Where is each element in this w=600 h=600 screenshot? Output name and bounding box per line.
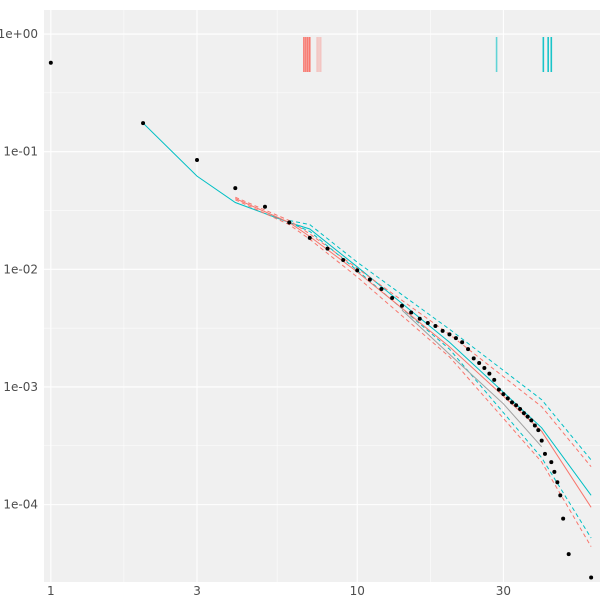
data-point [195,157,200,162]
x-tick-label: 1 [47,584,55,598]
x-tick-label: 3 [193,584,201,598]
y-axis-ticks: 1e+00 1e-01 1e-02 1e-03 1e-04 [0,27,38,512]
data-point [341,258,346,263]
data-point [409,310,414,315]
data-point [390,296,395,301]
data-point [521,411,526,416]
plot-panel [44,10,600,582]
data-point [555,480,560,485]
major-gridlines [44,10,600,582]
fit-line [235,196,592,468]
y-tick-label: 1e-02 [3,262,38,276]
data-point [141,121,146,126]
rug-marks [303,37,553,72]
data-point [367,277,372,282]
data-point [460,340,465,345]
data-point [501,392,506,397]
data-point [525,414,530,419]
fit-line [401,309,543,448]
x-tick-label: 10 [350,584,365,598]
data-point [417,316,422,321]
data-point [589,575,594,580]
fit-line [235,199,592,547]
data-point [307,235,312,240]
data-point [453,336,458,341]
data-point [539,438,544,443]
data-point [48,60,53,65]
data-point [549,460,554,465]
data-point [514,403,519,408]
data-point [496,387,501,392]
y-tick-label: 1e-03 [3,380,38,394]
data-point [487,371,492,376]
data-point [399,303,404,308]
data-point [447,332,452,337]
minor-gridlines [44,10,600,582]
data-point [532,423,537,428]
y-tick-label: 1e-04 [3,498,38,512]
data-points [48,60,594,580]
data-point [529,418,534,423]
data-point [425,320,430,325]
data-point [536,428,541,433]
data-point [466,347,471,352]
data-point [558,493,563,498]
data-point [440,328,445,333]
fit-line [142,122,592,496]
fit-line [289,220,592,461]
data-point [471,356,476,361]
data-point [262,204,267,209]
x-tick-label: 30 [496,584,511,598]
data-point [379,287,384,292]
data-point [433,323,438,328]
data-point [509,400,514,405]
data-point [566,552,571,557]
data-point [325,246,330,251]
data-point [518,406,523,411]
y-tick-label: 1e-01 [3,145,38,159]
x-axis-ticks: 1 3 10 30 [47,584,511,598]
data-point [477,360,482,365]
y-tick-label: 1e+00 [0,27,38,41]
data-point [233,186,238,191]
data-point [552,469,557,474]
data-point [482,365,487,370]
data-point [355,268,360,273]
data-point [561,516,566,521]
data-point [287,220,292,225]
data-point [505,396,510,401]
data-point [492,377,497,382]
data-point [542,451,547,456]
